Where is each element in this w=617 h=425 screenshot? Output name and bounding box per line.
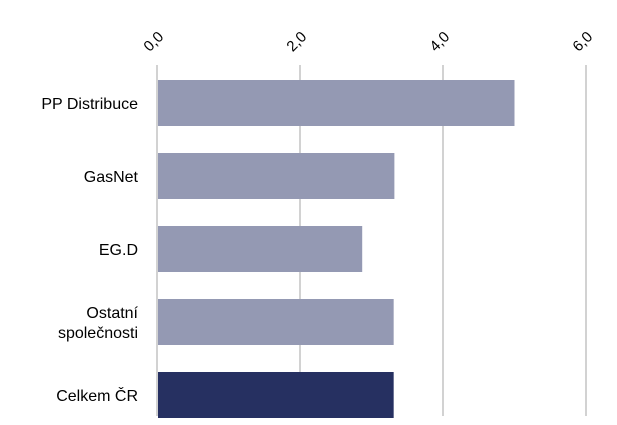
bar bbox=[158, 372, 394, 418]
x-tick-label: 0,0 bbox=[140, 28, 167, 55]
x-tick-labels: 0,0 2,0 4,0 6,0 bbox=[140, 28, 596, 55]
category-label: Celkem ČR bbox=[56, 386, 138, 405]
category-label-line: Celkem ČR bbox=[56, 386, 138, 405]
bar bbox=[158, 153, 395, 199]
bar bbox=[158, 80, 515, 126]
category-label: Ostatní společnosti bbox=[58, 305, 139, 342]
bar bbox=[158, 226, 363, 272]
category-label-line: PP Distribuce bbox=[41, 96, 138, 113]
category-label-line: GasNet bbox=[84, 169, 139, 186]
category-labels: PP Distribuce GasNet EG.D Ostatní společnost… bbox=[41, 96, 138, 405]
category-label: EG.D bbox=[99, 242, 138, 259]
category-label-line: Ostatní bbox=[86, 305, 138, 322]
x-tick-label: 2,0 bbox=[283, 28, 310, 55]
x-tick-label: 4,0 bbox=[426, 28, 453, 55]
bar bbox=[158, 299, 394, 345]
x-tick-label: 6,0 bbox=[569, 28, 596, 55]
bars bbox=[158, 80, 515, 418]
category-label-line: společnosti bbox=[58, 325, 138, 342]
category-label: GasNet bbox=[84, 169, 139, 186]
category-label-line: EG.D bbox=[99, 242, 138, 259]
category-label: PP Distribuce bbox=[41, 96, 138, 113]
